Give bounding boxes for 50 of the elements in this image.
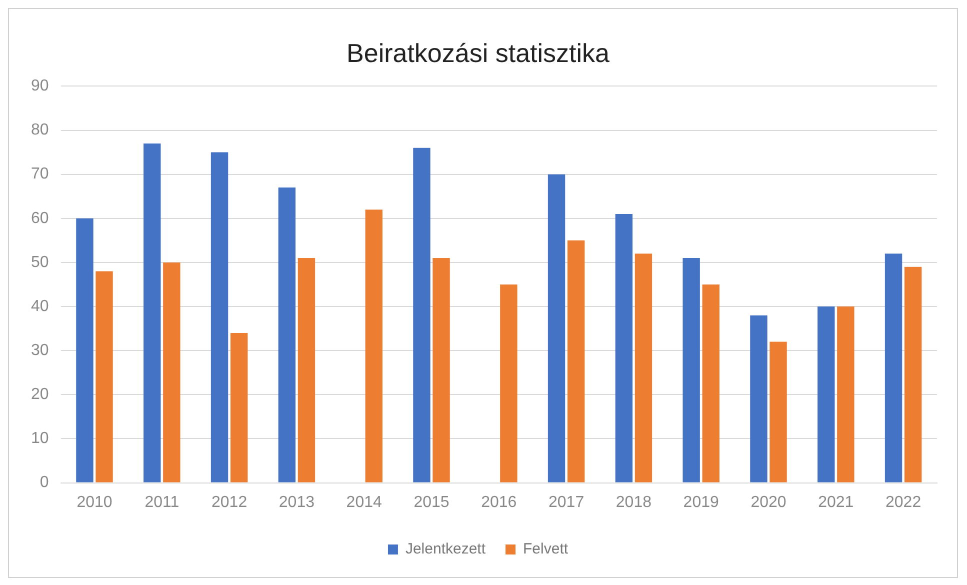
- x-tick-label: 2020: [750, 494, 786, 511]
- x-tick-label: 2014: [346, 494, 382, 511]
- y-tick-label: 10: [31, 430, 49, 448]
- bar: [837, 306, 854, 482]
- bar: [904, 266, 922, 482]
- bar: [298, 258, 316, 482]
- x-tick-label: 2022: [886, 494, 922, 511]
- y-tick-label: 40: [31, 298, 49, 315]
- bar: [770, 342, 787, 482]
- bar: [365, 210, 382, 482]
- legend-label: Jelentkezett: [405, 540, 486, 558]
- bar: [413, 148, 430, 482]
- bar: [144, 143, 161, 482]
- legend-label: Felvett: [523, 540, 569, 558]
- x-tick-label: 2015: [414, 494, 450, 511]
- x-tick-label: 2017: [548, 494, 584, 511]
- bar: [278, 188, 296, 482]
- x-tick-label: 2016: [481, 494, 517, 511]
- x-tick-label: 2019: [683, 494, 719, 511]
- bar: [750, 315, 768, 482]
- bar: [682, 258, 700, 482]
- chart-title: Beiratkozási statisztika: [346, 38, 610, 68]
- y-tick-label: 80: [31, 122, 49, 139]
- bar: [548, 174, 566, 482]
- bar: [210, 152, 228, 482]
- x-tick-label: 2010: [76, 494, 112, 511]
- bar: [567, 240, 585, 482]
- bar: [818, 306, 835, 482]
- y-tick-label: 70: [31, 166, 49, 183]
- bar: [163, 262, 180, 482]
- y-tick-label: 30: [31, 342, 49, 360]
- bar: [634, 254, 652, 482]
- x-tick-label: 2012: [212, 494, 248, 511]
- y-tick-label: 60: [31, 210, 49, 227]
- bar: [500, 284, 518, 482]
- x-tick-label: 2021: [818, 494, 854, 511]
- y-tick-label: 20: [31, 386, 49, 404]
- bar: [76, 218, 94, 482]
- bar: [96, 271, 113, 482]
- bar: [702, 284, 720, 482]
- x-tick-label: 2011: [144, 494, 180, 511]
- bar: [884, 254, 902, 482]
- bar: [615, 214, 633, 482]
- y-tick-label: 0: [40, 474, 49, 492]
- x-tick-label: 2013: [278, 494, 315, 511]
- x-tick-label: 2018: [616, 494, 652, 511]
- bar: [432, 258, 450, 482]
- y-tick-label: 50: [31, 254, 49, 271]
- bar: [230, 332, 248, 482]
- y-tick-label: 90: [31, 78, 49, 95]
